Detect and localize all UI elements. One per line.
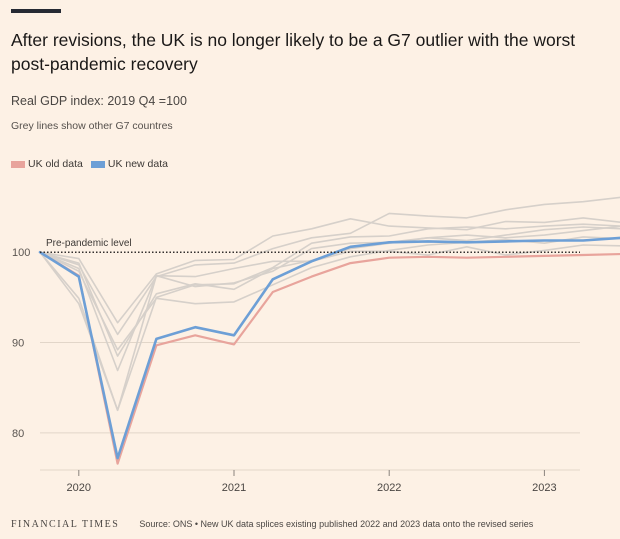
series-line-g7-other	[39, 225, 620, 412]
legend-swatch-old	[11, 160, 25, 168]
x-tick-label: 2023	[532, 482, 556, 494]
ft-accent-bar	[11, 9, 61, 13]
y-tick-label: 80	[12, 428, 24, 440]
series-line-g7-other	[39, 223, 620, 412]
series-line-g7-other	[39, 244, 620, 372]
legend-item-old: UK old data	[11, 158, 83, 170]
x-tick-label: 2022	[377, 482, 401, 494]
chart-note: Grey lines show other G7 countres	[11, 120, 173, 132]
chart-title: After revisions, the UK is no longer lik…	[11, 30, 576, 74]
legend-label-new: UK new data	[107, 158, 168, 170]
legend-label-old: UK old data	[28, 158, 83, 170]
line-chart: 80 90 100 2020 2021 2022 2023 Pre-pandemic leve…	[12, 196, 620, 494]
x-tick-label: 2021	[222, 482, 246, 494]
legend: UK old data UK new data	[11, 158, 168, 170]
reference-line-label: Pre-pandemic level	[46, 238, 132, 249]
series-line-uk-old	[38, 251, 620, 465]
source-note: Source: ONS • New UK data splices existi…	[139, 519, 534, 529]
series-line-g7-other	[39, 217, 620, 324]
x-tick-label: 2020	[67, 482, 91, 494]
legend-item-new: UK new data	[90, 158, 168, 170]
y-tick-label: 90	[12, 338, 24, 350]
chart-subtitle: Real GDP index: 2019 Q4 =100	[11, 94, 187, 108]
series-line-uk-new	[38, 236, 620, 460]
publisher-logo: FINANCIAL TIMES	[11, 519, 120, 530]
legend-swatch-new	[90, 160, 105, 168]
footer: FINANCIAL TIMES Source: ONS • New UK dat…	[11, 519, 533, 530]
series-line-g7-other	[39, 196, 620, 336]
y-tick-label: 100	[12, 247, 30, 259]
